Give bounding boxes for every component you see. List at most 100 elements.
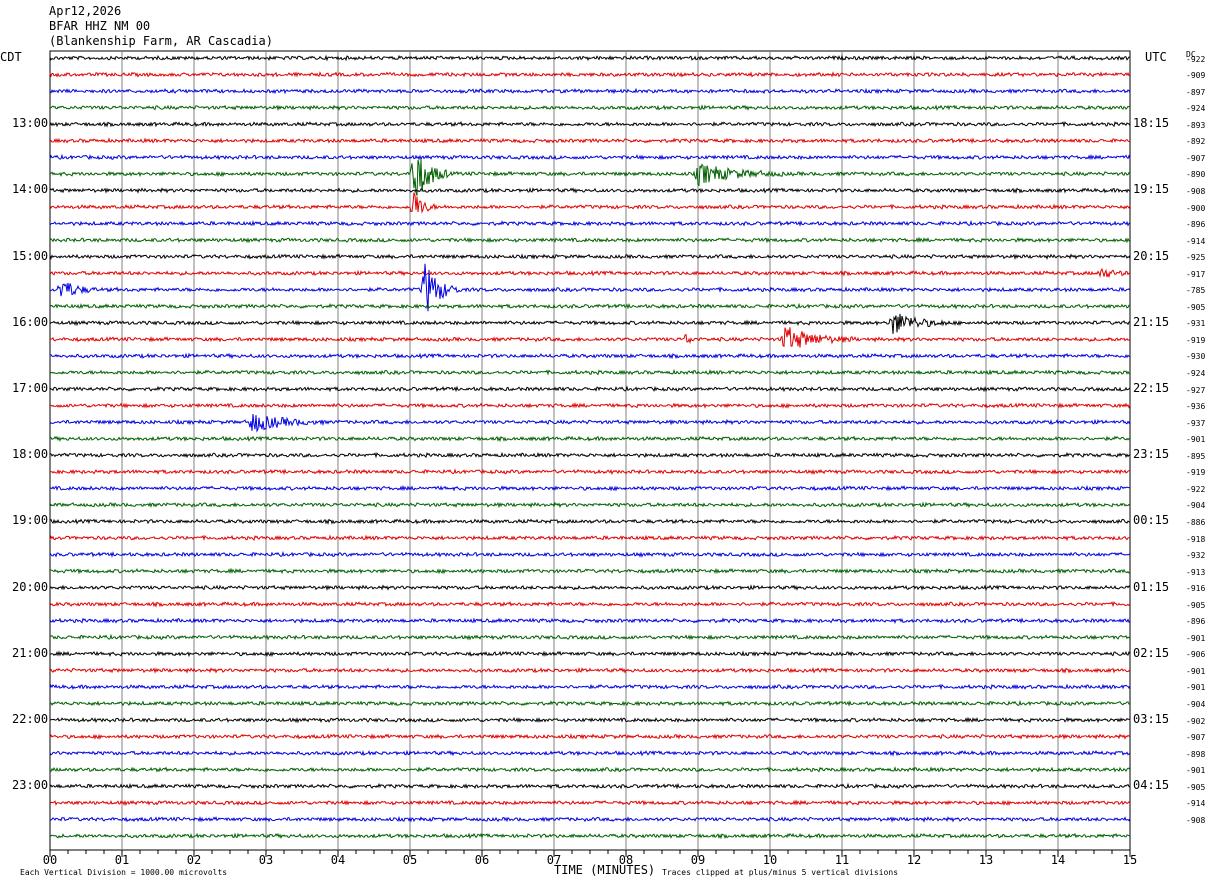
left-hour-label: 13:00 (12, 116, 49, 131)
dc-offset-value: -932 (1186, 551, 1206, 561)
trace-33 (49, 601, 1131, 608)
x-tick-label: 15 (1123, 853, 1137, 867)
trace-3 (49, 104, 1131, 112)
x-tick-label: 09 (691, 853, 705, 867)
trace-11 (49, 236, 1131, 244)
trace-9 (49, 192, 1131, 214)
dc-offset-header: DC (1186, 50, 1196, 59)
trace-22 (49, 413, 1131, 433)
right-hour-label: 18:15 (1133, 116, 1170, 131)
trace-47 (49, 832, 1131, 840)
x-tick-label: 07 (547, 853, 561, 867)
x-tick-label: 04 (331, 853, 345, 867)
left-hour-label: 14:00 (12, 182, 49, 197)
left-hour-label: 22:00 (12, 712, 49, 726)
left-hour-label: 20:00 (12, 579, 49, 594)
trace-13 (49, 267, 1131, 279)
x-tick-label: 10 (763, 853, 777, 867)
footer-right-note: Traces clipped at plus/minus 5 vertical … (662, 868, 899, 877)
plot-frame (49, 50, 1131, 851)
dc-offset-value: -919 (1186, 468, 1206, 478)
trace-7 (50, 158, 1131, 196)
trace-17 (50, 327, 1131, 348)
left-hour-label: 23:00 (12, 778, 49, 793)
x-tick-label: 02 (187, 853, 201, 867)
right-hour-label: 21:15 (1133, 314, 1170, 329)
trace-43 (49, 766, 1131, 773)
trace-44 (49, 782, 1131, 790)
right-hour-label: 04:15 (1133, 778, 1170, 793)
trace-27 (49, 501, 1131, 509)
dc-offset-value: -898 (1186, 749, 1206, 759)
trace-21 (49, 402, 1131, 409)
right-hour-label: 22:15 (1133, 381, 1170, 395)
dc-offset-value: -897 (1186, 87, 1206, 97)
trace-32 (49, 584, 1131, 591)
dc-offset-value: -936 (1186, 402, 1206, 412)
x-tick-label: 01 (115, 853, 129, 867)
trace-23 (49, 435, 1131, 443)
dc-offset-value: -901 (1186, 766, 1206, 776)
dc-offset-value: -916 (1186, 584, 1206, 594)
trace-15 (49, 302, 1131, 310)
left-timezone-label: CDT (0, 50, 22, 64)
dc-offset-value: -892 (1186, 137, 1206, 147)
x-tick-label: 13 (979, 853, 993, 867)
dc-offset-value: -907 (1186, 733, 1206, 743)
trace-2 (49, 87, 1131, 95)
dc-offset-value: -893 (1186, 120, 1206, 130)
trace-29 (49, 534, 1130, 542)
dc-offset-value: -925 (1186, 253, 1206, 263)
dc-offset-value: -901 (1186, 435, 1206, 445)
x-tick-label: 08 (619, 853, 633, 867)
trace-0 (49, 54, 1131, 62)
trace-24 (50, 451, 1131, 459)
trace-40 (49, 716, 1131, 724)
trace-34 (49, 617, 1131, 624)
x-tick-label: 12 (907, 853, 921, 867)
trace-28 (49, 518, 1131, 525)
left-hour-label: 17:00 (12, 381, 49, 395)
right-hour-label: 19:15 (1133, 182, 1170, 197)
dc-offset-value: -785 (1186, 286, 1206, 296)
dc-offset-value: -908 (1186, 186, 1206, 196)
left-hour-label: 19:00 (12, 513, 49, 528)
dc-offset-value: -904 (1186, 700, 1206, 709)
dc-offset-value: -922 (1186, 54, 1206, 64)
dc-offset-value: -905 (1186, 782, 1206, 792)
dc-offset-value: -886 (1186, 517, 1206, 527)
dc-offset-value: -901 (1186, 666, 1206, 676)
dc-offset-value: -931 (1186, 319, 1206, 329)
dc-offset-value: -901 (1186, 683, 1206, 693)
x-axis-title: TIME (MINUTES) (554, 863, 656, 877)
trace-6 (49, 153, 1131, 161)
x-tick-label: 06 (475, 853, 489, 867)
right-hour-label: 20:15 (1133, 248, 1170, 263)
x-tick-label: 11 (835, 853, 849, 867)
right-hour-label: 23:15 (1133, 447, 1170, 462)
trace-30 (49, 550, 1131, 558)
dc-offset-value: -909 (1186, 71, 1206, 81)
trace-36 (49, 650, 1131, 658)
left-hour-label: 16:00 (12, 314, 49, 329)
trace-5 (49, 137, 1131, 145)
dc-offset-value: -918 (1186, 534, 1206, 544)
dc-offset-value: -927 (1186, 385, 1206, 395)
trace-1 (49, 71, 1131, 78)
dc-offset-value: -937 (1186, 418, 1206, 428)
x-tick-label: 05 (403, 853, 417, 867)
dc-offset-value: -919 (1186, 335, 1206, 345)
dc-offset-value: -914 (1186, 236, 1206, 246)
dc-offset-value: -906 (1186, 650, 1206, 660)
seismic-traces (49, 54, 1131, 840)
dc-offset-value: -900 (1186, 203, 1206, 213)
right-hour-label: 03:15 (1133, 712, 1170, 726)
dc-offset-value: -905 (1186, 600, 1206, 610)
dc-offset-value: -905 (1186, 302, 1206, 312)
footer-left-note: Each Vertical Division = 1000.00 microvo… (20, 868, 228, 877)
dc-offset-value: -907 (1186, 153, 1206, 163)
header-location: (Blankenship Farm, AR Cascadia) (49, 34, 273, 48)
trace-12 (49, 253, 1131, 260)
left-hour-label: 15:00 (12, 248, 49, 263)
